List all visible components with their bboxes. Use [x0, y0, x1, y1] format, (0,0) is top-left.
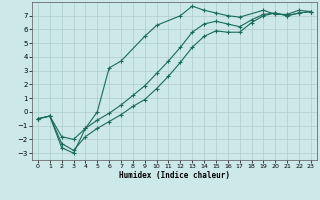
X-axis label: Humidex (Indice chaleur): Humidex (Indice chaleur) — [119, 171, 230, 180]
